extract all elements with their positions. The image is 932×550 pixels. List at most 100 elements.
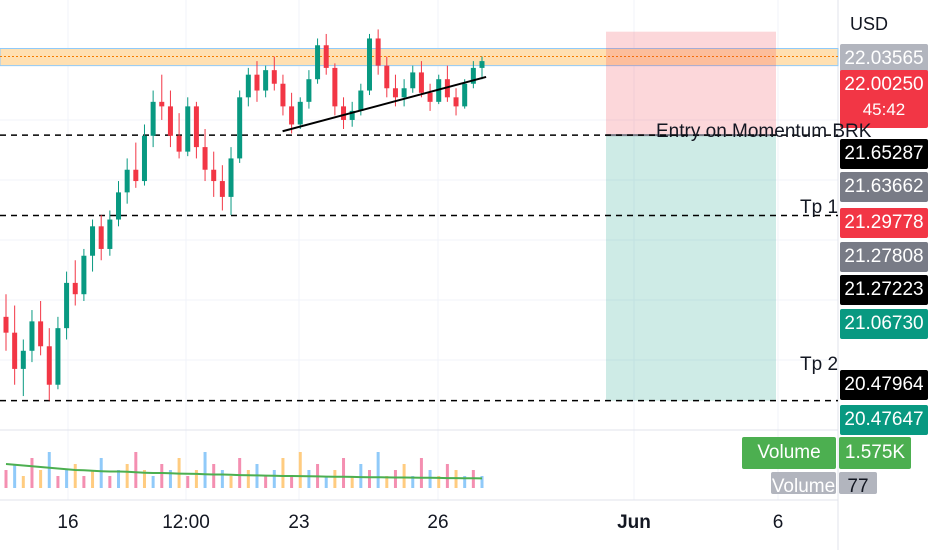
volume-bar bbox=[402, 464, 406, 488]
candle-body bbox=[470, 67, 476, 84]
volume-bar bbox=[376, 452, 380, 488]
volume-bar bbox=[281, 458, 285, 488]
candle-body bbox=[72, 282, 78, 295]
price-tag-tp2: 20.47964 bbox=[840, 370, 928, 400]
volume-bar bbox=[91, 470, 95, 488]
candle-body bbox=[315, 45, 321, 80]
volume-value: 77 bbox=[839, 472, 877, 494]
price-tag-target-box: 21.63662 bbox=[840, 172, 928, 202]
candle-body bbox=[401, 88, 407, 98]
volume-bar bbox=[39, 470, 43, 488]
candle-body bbox=[55, 328, 61, 385]
candle-body bbox=[289, 106, 295, 125]
tp1-label: Tp 1 bbox=[800, 197, 839, 218]
price-tag-last: 22.00250 bbox=[840, 70, 928, 128]
volume-bar bbox=[13, 464, 17, 488]
candle-body bbox=[141, 135, 147, 182]
volume-bar bbox=[73, 464, 77, 488]
candle-body bbox=[349, 110, 355, 120]
candle-body bbox=[228, 158, 234, 197]
volume-bar bbox=[160, 464, 164, 488]
candle-body bbox=[453, 97, 459, 107]
price-tag-teal: 21.06730 bbox=[840, 309, 928, 339]
resistance-zone bbox=[0, 48, 839, 67]
candle-body bbox=[245, 74, 251, 98]
candle-body bbox=[107, 219, 113, 249]
volume-bar bbox=[298, 452, 302, 488]
entry-label: Entry on Momentum BRK bbox=[656, 121, 872, 142]
candle-body bbox=[375, 38, 381, 66]
candle-body bbox=[410, 72, 416, 89]
volume-bar bbox=[47, 452, 51, 488]
volume-bar bbox=[117, 470, 121, 488]
volume-bar bbox=[272, 470, 276, 488]
candle-body bbox=[98, 226, 104, 249]
volume-bar bbox=[142, 470, 146, 488]
price-tag-gray: 21.27808 bbox=[840, 242, 928, 272]
candle-body bbox=[341, 106, 347, 120]
candle-body bbox=[202, 147, 208, 170]
volume-bar bbox=[480, 476, 484, 488]
candle-body bbox=[12, 332, 18, 369]
volume-bar bbox=[56, 476, 60, 488]
volume-bar bbox=[151, 476, 155, 488]
candle-body bbox=[133, 169, 139, 182]
volume-bar bbox=[307, 470, 311, 488]
volume-bar bbox=[203, 452, 207, 488]
countdown-label: 45:42 bbox=[862, 100, 906, 119]
volume-bar bbox=[324, 476, 328, 488]
x-tick-label: 12:00 bbox=[162, 512, 210, 533]
candle-body bbox=[237, 97, 243, 159]
stop-loss-zone bbox=[606, 31, 776, 136]
price-tag-black: 21.27223 bbox=[840, 275, 928, 305]
volume-bar bbox=[212, 464, 216, 488]
candle-body bbox=[29, 321, 35, 351]
volume-bar bbox=[359, 464, 363, 488]
candle-body bbox=[38, 321, 44, 347]
candle-body bbox=[427, 92, 433, 102]
x-tick-label: 6 bbox=[772, 512, 784, 533]
volume-bar bbox=[246, 470, 250, 488]
candle-body bbox=[90, 226, 96, 256]
price-tag-tp1: 21.29778 bbox=[840, 208, 928, 238]
take-profit-zone bbox=[606, 135, 776, 401]
volume-bar bbox=[411, 476, 415, 488]
candle-body bbox=[167, 106, 173, 136]
volume-bar bbox=[437, 476, 441, 488]
volume-bar bbox=[238, 458, 242, 488]
volume-ma-label: Volume MA bbox=[742, 437, 836, 495]
volume-bar bbox=[393, 470, 397, 488]
volume-bar bbox=[342, 458, 346, 488]
volume-bar bbox=[290, 476, 294, 488]
tp2-label: Tp 2 bbox=[800, 354, 839, 375]
volume-bar bbox=[168, 470, 172, 488]
price-tag-upper-zone: 22.03565 bbox=[840, 44, 928, 74]
volume-bar bbox=[333, 470, 337, 488]
candle-body bbox=[366, 38, 372, 91]
candle-body bbox=[384, 65, 390, 89]
trendline bbox=[282, 75, 487, 133]
volume-bar bbox=[428, 470, 432, 488]
volume-bar bbox=[125, 464, 129, 488]
volume-bar bbox=[4, 470, 8, 488]
price-tag-entry: 21.65287 bbox=[840, 139, 928, 169]
candle-body bbox=[3, 316, 9, 333]
candle-body bbox=[185, 106, 191, 152]
candle-body bbox=[116, 192, 122, 220]
volume-bar bbox=[367, 470, 371, 488]
candle-body bbox=[150, 101, 156, 136]
volume-bar bbox=[264, 476, 268, 488]
x-tick-label: 16 bbox=[57, 512, 79, 533]
volume-bar bbox=[30, 458, 34, 488]
candle-body bbox=[46, 346, 52, 385]
volume-ma-line bbox=[5, 463, 483, 480]
candle-body bbox=[211, 169, 217, 182]
candle-body bbox=[254, 74, 260, 91]
x-tick-label: 23 bbox=[288, 512, 310, 533]
candle-body bbox=[462, 83, 468, 107]
volume-label: Volume bbox=[771, 472, 836, 494]
candle-body bbox=[271, 70, 277, 84]
x-tick-label: 26 bbox=[427, 512, 449, 533]
